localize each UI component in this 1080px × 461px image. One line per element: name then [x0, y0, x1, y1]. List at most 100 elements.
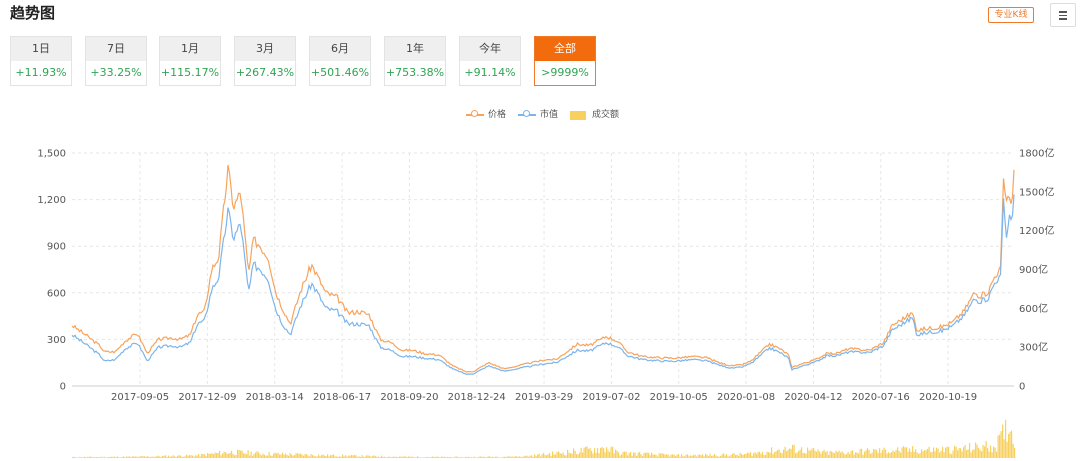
x-tick-label: 2020-10-19 [919, 392, 977, 403]
volume-bar [487, 456, 489, 458]
volume-bar [522, 457, 524, 458]
tab-period[interactable]: 1日 +11.93% [10, 36, 72, 86]
tab-period[interactable]: 1月 +115.17% [159, 36, 221, 86]
volume-bar [72, 457, 74, 458]
volume-bar [433, 456, 435, 458]
volume-bar [360, 457, 362, 458]
volume-bar [1012, 443, 1014, 458]
volume-bar [405, 456, 407, 458]
volume-bar [631, 455, 633, 458]
volume-bar [622, 451, 624, 458]
volume-bar [537, 454, 539, 458]
volume-bar [735, 455, 737, 458]
volume-bar [532, 456, 534, 458]
volume-bar [103, 456, 105, 458]
menu-icon[interactable] [1050, 3, 1076, 27]
volume-bar [775, 451, 777, 458]
volume-bar [102, 457, 104, 459]
tab-period[interactable]: 3月 +267.43% [234, 36, 296, 86]
volume-bar [276, 453, 278, 458]
tab-period[interactable]: 6月 +501.46% [309, 36, 371, 86]
y-tick-label-left: 300 [47, 335, 66, 346]
volume-bar [165, 455, 167, 458]
volume-bar [924, 450, 926, 458]
tab-period[interactable]: 7日 +33.25% [85, 36, 147, 86]
volume-bar [477, 457, 479, 459]
tab-label: 7日 [86, 37, 146, 61]
volume-bar [196, 455, 198, 458]
volume-bar [1009, 431, 1011, 458]
volume-bar [429, 457, 431, 458]
volume-bar [882, 449, 884, 458]
volume-bar [696, 456, 698, 458]
volume-bar [553, 454, 555, 458]
volume-bar [682, 456, 684, 458]
volume-bar [256, 451, 258, 458]
volume-bar [295, 453, 297, 458]
volume-bar [681, 454, 683, 458]
volume-bar [81, 457, 83, 459]
volume-bar [438, 456, 440, 458]
volume-bar [783, 449, 785, 458]
volume-bar [259, 454, 261, 458]
y-tick-label-left: 1,500 [37, 149, 66, 160]
volume-bar [694, 454, 696, 458]
volume-bar [966, 450, 968, 458]
volume-bar [568, 452, 570, 458]
volume-bar [919, 452, 921, 458]
volume-bar [483, 456, 485, 458]
volume-bar [316, 456, 318, 458]
volume-bar [559, 453, 561, 458]
tab-period[interactable]: 全部 >9999% [534, 36, 596, 86]
volume-bar [307, 455, 309, 458]
tab-period[interactable]: 今年 +91.14% [459, 36, 521, 86]
volume-bar [903, 446, 905, 458]
volume-bar [87, 456, 89, 458]
volume-bar [265, 455, 267, 458]
volume-bar [850, 450, 852, 458]
volume-bar [156, 456, 158, 458]
volume-bar [145, 456, 147, 458]
tab-change: +91.14% [460, 61, 520, 85]
pro-kline-button[interactable]: 专业K线 [988, 7, 1034, 23]
volume-bar [955, 446, 957, 458]
volume-bar [337, 456, 339, 458]
volume-bar [301, 454, 303, 458]
tab-period[interactable]: 1年 +753.38% [384, 36, 446, 86]
volume-bar [688, 456, 690, 458]
volume-bar [154, 456, 156, 458]
volume-bar [294, 455, 296, 458]
volume-bar [112, 456, 114, 458]
volume-bar [163, 455, 165, 458]
volume-bar [895, 449, 897, 458]
volume-bar [384, 456, 386, 458]
volume-bar [264, 454, 266, 458]
volume-bar [229, 452, 231, 458]
volume-bar [76, 457, 78, 459]
volume-bar [1014, 447, 1016, 458]
volume-bar [727, 456, 729, 458]
volume-bar [214, 452, 216, 458]
y-tick-label-right: 1500亿 [1019, 185, 1054, 198]
volume-bar [978, 447, 980, 458]
volume-bar [793, 444, 795, 458]
volume-bar [753, 453, 755, 458]
volume-bar [811, 448, 813, 458]
volume-bar [268, 452, 270, 458]
volume-bar [897, 447, 899, 458]
volume-bar [951, 454, 953, 458]
volume-bar [169, 456, 171, 458]
volume-bar [363, 456, 365, 458]
volume-bar [160, 456, 162, 458]
volume-bar [960, 448, 962, 458]
y-tick-label-left: 900 [47, 242, 66, 253]
volume-bar [790, 448, 792, 458]
volume-bar [630, 451, 632, 458]
volume-bar [444, 456, 446, 458]
volume-bar [756, 453, 758, 458]
volume-bar [261, 455, 263, 458]
volume-bar [121, 456, 123, 458]
volume-bar [892, 450, 894, 458]
volume-bar [186, 454, 188, 458]
volume-bar [388, 456, 390, 458]
